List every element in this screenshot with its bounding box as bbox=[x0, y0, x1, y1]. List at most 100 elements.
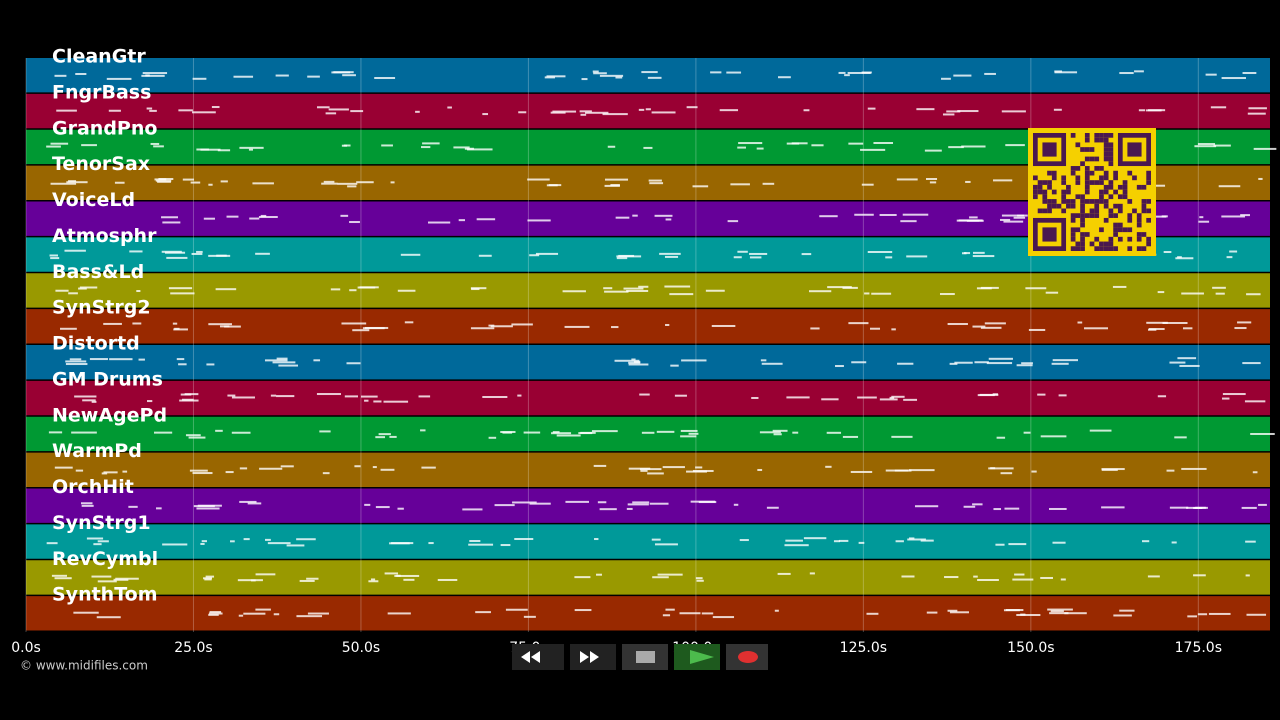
note bbox=[178, 363, 187, 366]
note bbox=[850, 470, 873, 473]
note bbox=[96, 616, 121, 619]
note bbox=[628, 363, 649, 366]
note bbox=[529, 502, 551, 505]
note bbox=[891, 328, 896, 331]
qr-cell bbox=[1061, 175, 1067, 181]
note bbox=[593, 72, 607, 75]
track-band bbox=[26, 93, 1270, 129]
note bbox=[502, 431, 513, 434]
qr-cell bbox=[1146, 208, 1151, 214]
track-name: Atmosphr bbox=[52, 225, 157, 247]
qr-cell bbox=[1099, 199, 1104, 204]
note bbox=[762, 182, 775, 185]
qr-cell bbox=[1051, 170, 1057, 176]
qr-cell bbox=[1094, 199, 1100, 204]
qr-cell bbox=[1113, 246, 1118, 251]
note bbox=[626, 289, 649, 292]
note bbox=[733, 503, 739, 506]
qr-cell bbox=[1084, 199, 1090, 204]
qr-cell bbox=[1146, 217, 1151, 223]
transport-controls bbox=[512, 644, 768, 670]
qr-cell bbox=[1127, 227, 1133, 233]
note bbox=[995, 543, 1005, 546]
forward-icon bbox=[580, 651, 599, 663]
note bbox=[259, 467, 283, 470]
note bbox=[1187, 615, 1198, 618]
note bbox=[349, 289, 357, 292]
note bbox=[593, 464, 607, 467]
note bbox=[82, 399, 96, 402]
note bbox=[603, 287, 613, 290]
note bbox=[1003, 220, 1024, 223]
note bbox=[469, 540, 481, 543]
note bbox=[1218, 185, 1241, 188]
note bbox=[548, 184, 562, 187]
note bbox=[1146, 321, 1168, 324]
note bbox=[1150, 215, 1167, 218]
note bbox=[203, 217, 215, 220]
note bbox=[374, 77, 396, 80]
note bbox=[544, 76, 555, 79]
qr-cell bbox=[1094, 236, 1100, 242]
qr-cell bbox=[1103, 184, 1109, 190]
note bbox=[633, 360, 641, 363]
note bbox=[710, 71, 722, 74]
qr-cell bbox=[1099, 133, 1104, 138]
note bbox=[255, 252, 270, 255]
note bbox=[46, 542, 58, 545]
note bbox=[957, 110, 979, 113]
note bbox=[1012, 578, 1034, 581]
note bbox=[500, 544, 511, 547]
note bbox=[60, 327, 77, 330]
note bbox=[756, 147, 764, 150]
note bbox=[785, 539, 803, 542]
note bbox=[908, 469, 935, 472]
rewind-icon bbox=[521, 651, 540, 663]
note bbox=[51, 574, 68, 577]
qr-cell bbox=[1103, 241, 1109, 247]
qr-cell bbox=[1075, 227, 1081, 233]
record-icon bbox=[738, 651, 758, 663]
note bbox=[1246, 613, 1267, 616]
qr-cell bbox=[1108, 194, 1114, 200]
note bbox=[914, 505, 939, 508]
qr-cell bbox=[1084, 189, 1090, 195]
note bbox=[400, 253, 421, 256]
qr-cell bbox=[1108, 156, 1114, 162]
note bbox=[453, 146, 470, 149]
note bbox=[900, 220, 917, 223]
note bbox=[574, 609, 592, 612]
note bbox=[1051, 362, 1069, 365]
qr-cell bbox=[1089, 156, 1095, 162]
qr-cell bbox=[1070, 133, 1076, 138]
note bbox=[690, 500, 716, 503]
qr-cell bbox=[1127, 213, 1133, 218]
note bbox=[80, 502, 93, 505]
note bbox=[325, 112, 337, 115]
note bbox=[381, 144, 393, 147]
qr-cell bbox=[1066, 184, 1071, 190]
note bbox=[801, 253, 812, 256]
qr-cell bbox=[1108, 241, 1114, 247]
note bbox=[988, 357, 1013, 360]
note bbox=[81, 144, 97, 147]
note bbox=[712, 616, 735, 619]
note bbox=[189, 469, 208, 472]
note bbox=[1179, 364, 1200, 367]
note bbox=[580, 431, 596, 434]
note bbox=[616, 255, 642, 258]
qr-cell bbox=[1084, 166, 1090, 171]
note bbox=[375, 436, 386, 439]
note bbox=[1181, 467, 1207, 470]
note bbox=[614, 359, 640, 362]
note bbox=[1197, 143, 1216, 146]
qr-cell bbox=[1146, 241, 1151, 247]
note bbox=[280, 465, 294, 468]
note bbox=[396, 574, 401, 577]
note bbox=[216, 254, 227, 257]
note bbox=[866, 612, 879, 615]
note bbox=[1182, 327, 1193, 330]
track-name: GM Drums bbox=[52, 368, 163, 390]
note bbox=[1112, 285, 1127, 288]
note bbox=[654, 214, 673, 217]
